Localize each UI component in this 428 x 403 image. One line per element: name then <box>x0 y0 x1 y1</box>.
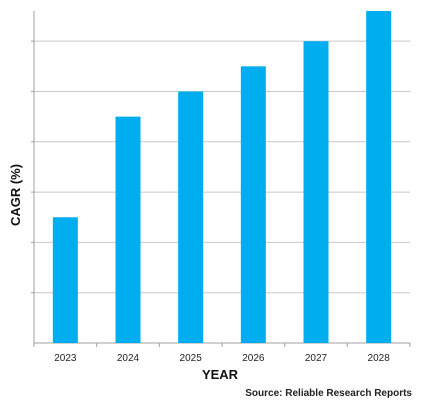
bar-2024 <box>115 116 141 344</box>
x-tick-label-2025: 2025 <box>180 353 203 364</box>
x-tick-label-2028: 2028 <box>368 353 391 364</box>
bar-2028 <box>366 11 392 343</box>
bar-2025 <box>178 91 204 343</box>
axes <box>33 11 410 344</box>
gridlines <box>31 40 410 294</box>
x-tick-label-2027: 2027 <box>305 353 328 364</box>
bars <box>52 11 392 344</box>
x-tick-labels: 2023 2024 2025 2026 2027 2028 <box>33 343 411 364</box>
x-tick-label-2024: 2024 <box>117 353 140 364</box>
bar-2027 <box>303 41 329 343</box>
y-axis-title: CAGR (%) <box>8 164 23 226</box>
x-axis-title: YEAR <box>202 367 239 382</box>
source-note: Source: Reliable Research Reports <box>245 388 412 399</box>
bar-2026 <box>240 66 266 343</box>
x-tick-label-2026: 2026 <box>242 353 265 364</box>
bar-2023 <box>52 217 78 343</box>
x-tick-label-2023: 2023 <box>54 353 77 364</box>
